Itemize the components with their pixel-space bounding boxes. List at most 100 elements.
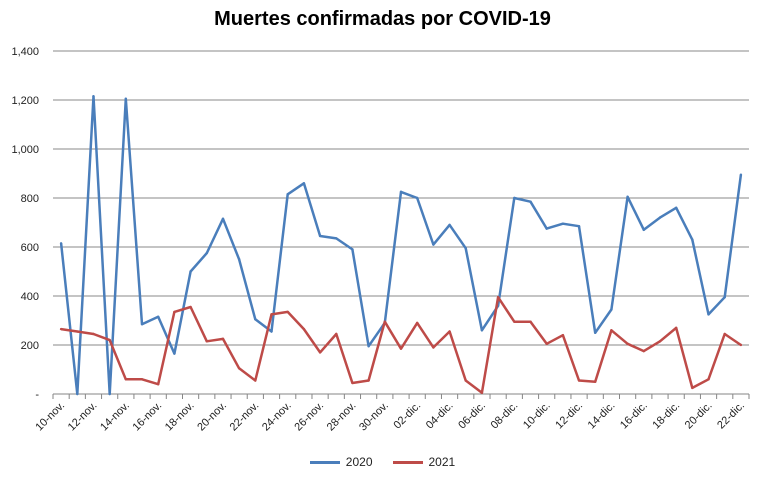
data-point-2021	[254, 379, 257, 382]
data-point-2021	[513, 320, 516, 323]
y-tick-label: 1,400	[11, 46, 39, 58]
data-point-2020	[642, 228, 645, 232]
x-tick-label: 20-nov.	[195, 400, 229, 434]
data-point-2021	[351, 381, 354, 385]
data-point-2021	[286, 310, 289, 314]
chart-title: Muertes confirmadas por COVID-19	[214, 8, 551, 30]
data-point-2021	[723, 332, 726, 336]
data-point-2020	[286, 193, 289, 196]
data-point-2021	[221, 337, 225, 341]
x-tick-label: 02-dic.	[391, 400, 423, 432]
legend-label-2020: 2020	[345, 455, 373, 469]
x-tick-label: 10-dic.	[521, 400, 553, 432]
data-point-2020	[432, 243, 435, 246]
data-point-2020	[691, 238, 694, 241]
x-tick-label: 26-nov.	[292, 400, 326, 434]
data-point-2021	[529, 320, 532, 323]
x-tick-label: 18-dic.	[650, 400, 682, 432]
data-point-2021	[674, 326, 678, 330]
x-tick-label: 24-nov.	[260, 400, 294, 434]
data-point-2020	[529, 200, 532, 203]
data-point-2021	[496, 296, 500, 299]
data-point-2021	[594, 380, 597, 383]
data-point-2020	[594, 331, 597, 334]
data-point-2020	[626, 195, 629, 198]
data-point-2021	[610, 329, 613, 332]
legend-item-2020: 2020	[309, 455, 373, 469]
x-tick-label: 28-nov.	[325, 400, 359, 434]
data-point-2020	[92, 95, 95, 98]
data-point-2021	[205, 340, 208, 343]
data-point-2020	[335, 237, 338, 240]
x-tick-label: 18-nov.	[163, 400, 197, 434]
data-point-2021	[76, 330, 79, 333]
legend-item-2021: 2021	[392, 455, 456, 469]
data-point-2021	[124, 378, 128, 381]
y-tick-label: 600	[21, 242, 39, 254]
data-point-2021	[302, 327, 306, 331]
x-tick-label: 22-nov.	[228, 400, 262, 434]
x-tick-label: 14-nov.	[98, 400, 132, 434]
x-tick-label: 12-dic.	[553, 400, 585, 432]
x-tick-label: 30-nov.	[357, 400, 391, 434]
legend-swatch-2020	[309, 460, 340, 464]
data-point-2021	[108, 338, 111, 342]
data-point-2021	[318, 351, 322, 354]
data-point-2020	[205, 251, 208, 255]
x-tick-label: 16-nov.	[130, 400, 164, 434]
data-point-2021	[464, 379, 467, 382]
data-point-2020	[237, 258, 241, 261]
data-point-2020	[723, 296, 726, 299]
x-tick-label: 14-dic.	[586, 400, 618, 432]
data-point-2021	[59, 327, 63, 331]
legend-label-2021: 2021	[428, 455, 456, 469]
data-point-2020	[367, 345, 370, 348]
y-tick-label: 1,200	[11, 95, 39, 107]
data-point-2021	[140, 378, 144, 381]
data-point-2020	[399, 190, 403, 194]
data-point-2021	[707, 378, 710, 381]
data-point-2020	[577, 224, 581, 228]
y-tick-label: 400	[21, 291, 39, 303]
data-point-2020	[464, 247, 467, 250]
x-tick-label: 08-dic.	[489, 400, 521, 432]
data-point-2020	[270, 330, 273, 333]
data-point-2020	[561, 222, 565, 225]
data-point-2021	[545, 342, 548, 345]
data-point-2020	[658, 216, 662, 219]
data-point-2021	[92, 332, 95, 336]
data-point-2020	[140, 322, 144, 326]
data-point-2020	[610, 308, 613, 311]
data-point-2020	[59, 242, 63, 245]
x-tick-label: 10-nov.	[33, 400, 67, 434]
data-point-2021	[237, 367, 241, 370]
data-point-2021	[415, 321, 419, 325]
data-point-2021	[189, 305, 192, 309]
y-tick-label: 800	[21, 193, 39, 205]
x-tick-label: 16-dic.	[618, 400, 650, 432]
data-point-2021	[658, 340, 662, 343]
data-point-2021	[399, 347, 403, 350]
data-point-2021	[577, 379, 581, 382]
data-point-2021	[448, 330, 451, 333]
data-point-2021	[739, 343, 743, 347]
data-point-2020	[674, 206, 678, 209]
data-point-2021	[561, 334, 565, 337]
data-point-2020	[173, 352, 176, 355]
data-point-2020	[302, 182, 306, 185]
y-tick-label: -	[35, 389, 39, 401]
data-point-2021	[367, 379, 370, 382]
data-point-2021	[270, 313, 273, 316]
data-point-2020	[221, 217, 225, 221]
data-point-2020	[448, 223, 451, 227]
data-point-2020	[108, 392, 111, 396]
data-point-2021	[480, 391, 484, 394]
data-point-2021	[432, 346, 435, 349]
data-point-2021	[173, 310, 176, 314]
data-point-2021	[335, 332, 338, 336]
data-point-2020	[351, 248, 354, 251]
data-point-2020	[124, 97, 128, 100]
data-point-2020	[415, 196, 419, 200]
data-point-2020	[739, 173, 743, 176]
